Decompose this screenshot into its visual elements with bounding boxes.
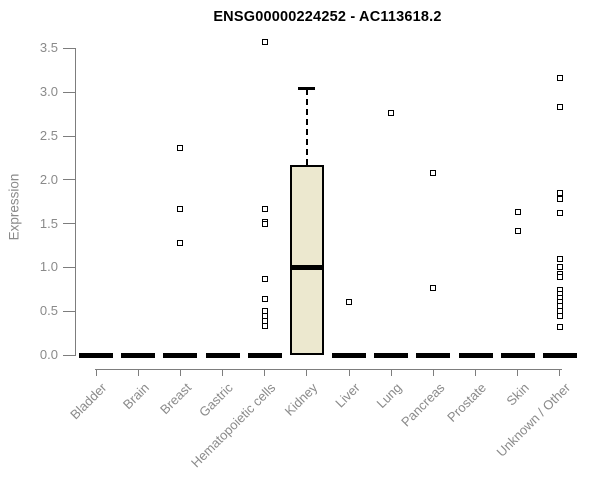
y-tick-label: 2.5 — [39, 128, 58, 143]
zero-bar-lung — [374, 352, 409, 358]
outlier-point-unknown-other — [556, 210, 563, 217]
outlier-point-unknown-other — [556, 75, 563, 82]
zero-bar-gastric — [205, 352, 240, 358]
zero-bar-unknown-other — [542, 352, 577, 358]
x-tick-label-unknown-other: Unknown / Other — [494, 380, 574, 460]
zero-bar-brain — [121, 352, 156, 358]
x-tick — [179, 369, 181, 376]
outlier-point-unknown-other — [556, 104, 563, 111]
zero-bar-liver — [332, 352, 367, 358]
x-tick — [475, 369, 477, 376]
x-tick-label-hematopoietic-cells: Hematopoietic cells — [188, 380, 279, 471]
outlier-point-liver — [346, 298, 353, 305]
outlier-point-hematopoietic-cells — [261, 275, 268, 282]
outlier-point-unknown-other — [556, 189, 563, 196]
x-tick-label-prostate: Prostate — [444, 380, 490, 425]
outlier-point-unknown-other — [556, 274, 563, 281]
zero-bar-bladder — [79, 352, 113, 358]
outlier-point-skin — [514, 227, 521, 234]
y-tick-label: 0.0 — [39, 347, 58, 362]
x-tick-label-brain: Brain — [119, 380, 152, 413]
x-tick — [517, 369, 519, 376]
x-tick — [222, 369, 224, 376]
x-tick — [348, 369, 350, 376]
outlier-point-unknown-other — [556, 196, 563, 203]
y-tick — [63, 91, 75, 93]
x-tick — [559, 369, 561, 376]
x-axis-line — [95, 368, 562, 370]
x-tick-label-skin: Skin — [502, 380, 532, 409]
zero-bar-hematopoietic-cells — [247, 352, 282, 358]
y-tick — [63, 179, 75, 181]
x-tick-label-lung: Lung — [373, 380, 405, 412]
x-tick — [390, 369, 392, 376]
x-tick — [137, 369, 139, 376]
x-tick — [264, 369, 266, 376]
outlier-point-breast — [177, 205, 184, 212]
outlier-point-hematopoietic-cells — [261, 295, 268, 302]
outlier-point-breast — [177, 145, 184, 152]
outlier-point-unknown-other — [556, 263, 563, 270]
outlier-point-pancreas — [430, 169, 437, 176]
y-tick-label: 1.0 — [39, 259, 58, 275]
median-line-kidney — [291, 264, 322, 270]
y-tick-label: 3.0 — [39, 84, 58, 100]
outlier-point-unknown-other — [556, 255, 563, 262]
y-axis-label: Expression — [6, 173, 22, 241]
zero-bar-skin — [500, 352, 535, 358]
y-tick — [63, 354, 75, 356]
y-tick — [63, 135, 75, 137]
y-tick — [63, 47, 75, 49]
y-tick-label: 0.5 — [39, 303, 58, 319]
y-tick-label: 3.5 — [39, 40, 58, 56]
x-tick-label-gastric: Gastric — [196, 380, 237, 420]
chart-title: ENSG00000224252 - AC113618.2 — [213, 9, 442, 25]
x-tick-label-pancreas: Pancreas — [397, 380, 448, 430]
upper-whisker-cap-kidney — [298, 87, 316, 91]
y-tick-label: 2.0 — [39, 171, 58, 187]
y-tick — [63, 223, 75, 225]
outlier-point-breast — [177, 239, 184, 246]
outlier-point-hematopoietic-cells — [261, 39, 268, 46]
x-tick-label-liver: Liver — [332, 380, 363, 411]
y-tick — [63, 310, 75, 312]
upper-whisker-kidney — [305, 88, 308, 165]
outlier-point-hematopoietic-cells — [261, 323, 268, 330]
outlier-point-hematopoietic-cells — [261, 221, 268, 228]
x-tick-label-breast: Breast — [156, 380, 194, 418]
box-kidney — [289, 164, 324, 355]
x-tick — [306, 369, 308, 376]
x-tick-label-kidney: Kidney — [281, 380, 321, 419]
x-tick — [95, 369, 97, 376]
outlier-point-skin — [514, 209, 521, 216]
x-tick-label-bladder: Bladder — [67, 380, 110, 423]
y-axis-line — [74, 48, 76, 356]
zero-bar-breast — [163, 352, 198, 358]
outlier-point-unknown-other — [556, 323, 563, 330]
x-tick — [432, 369, 434, 376]
outlier-point-pancreas — [430, 284, 437, 291]
y-tick — [63, 266, 75, 268]
outlier-point-lung — [388, 110, 395, 117]
outlier-point-hematopoietic-cells — [261, 205, 268, 212]
zero-bar-pancreas — [416, 352, 451, 358]
y-tick-label: 1.5 — [39, 215, 58, 231]
zero-bar-prostate — [458, 352, 493, 358]
outlier-point-unknown-other — [556, 312, 563, 319]
